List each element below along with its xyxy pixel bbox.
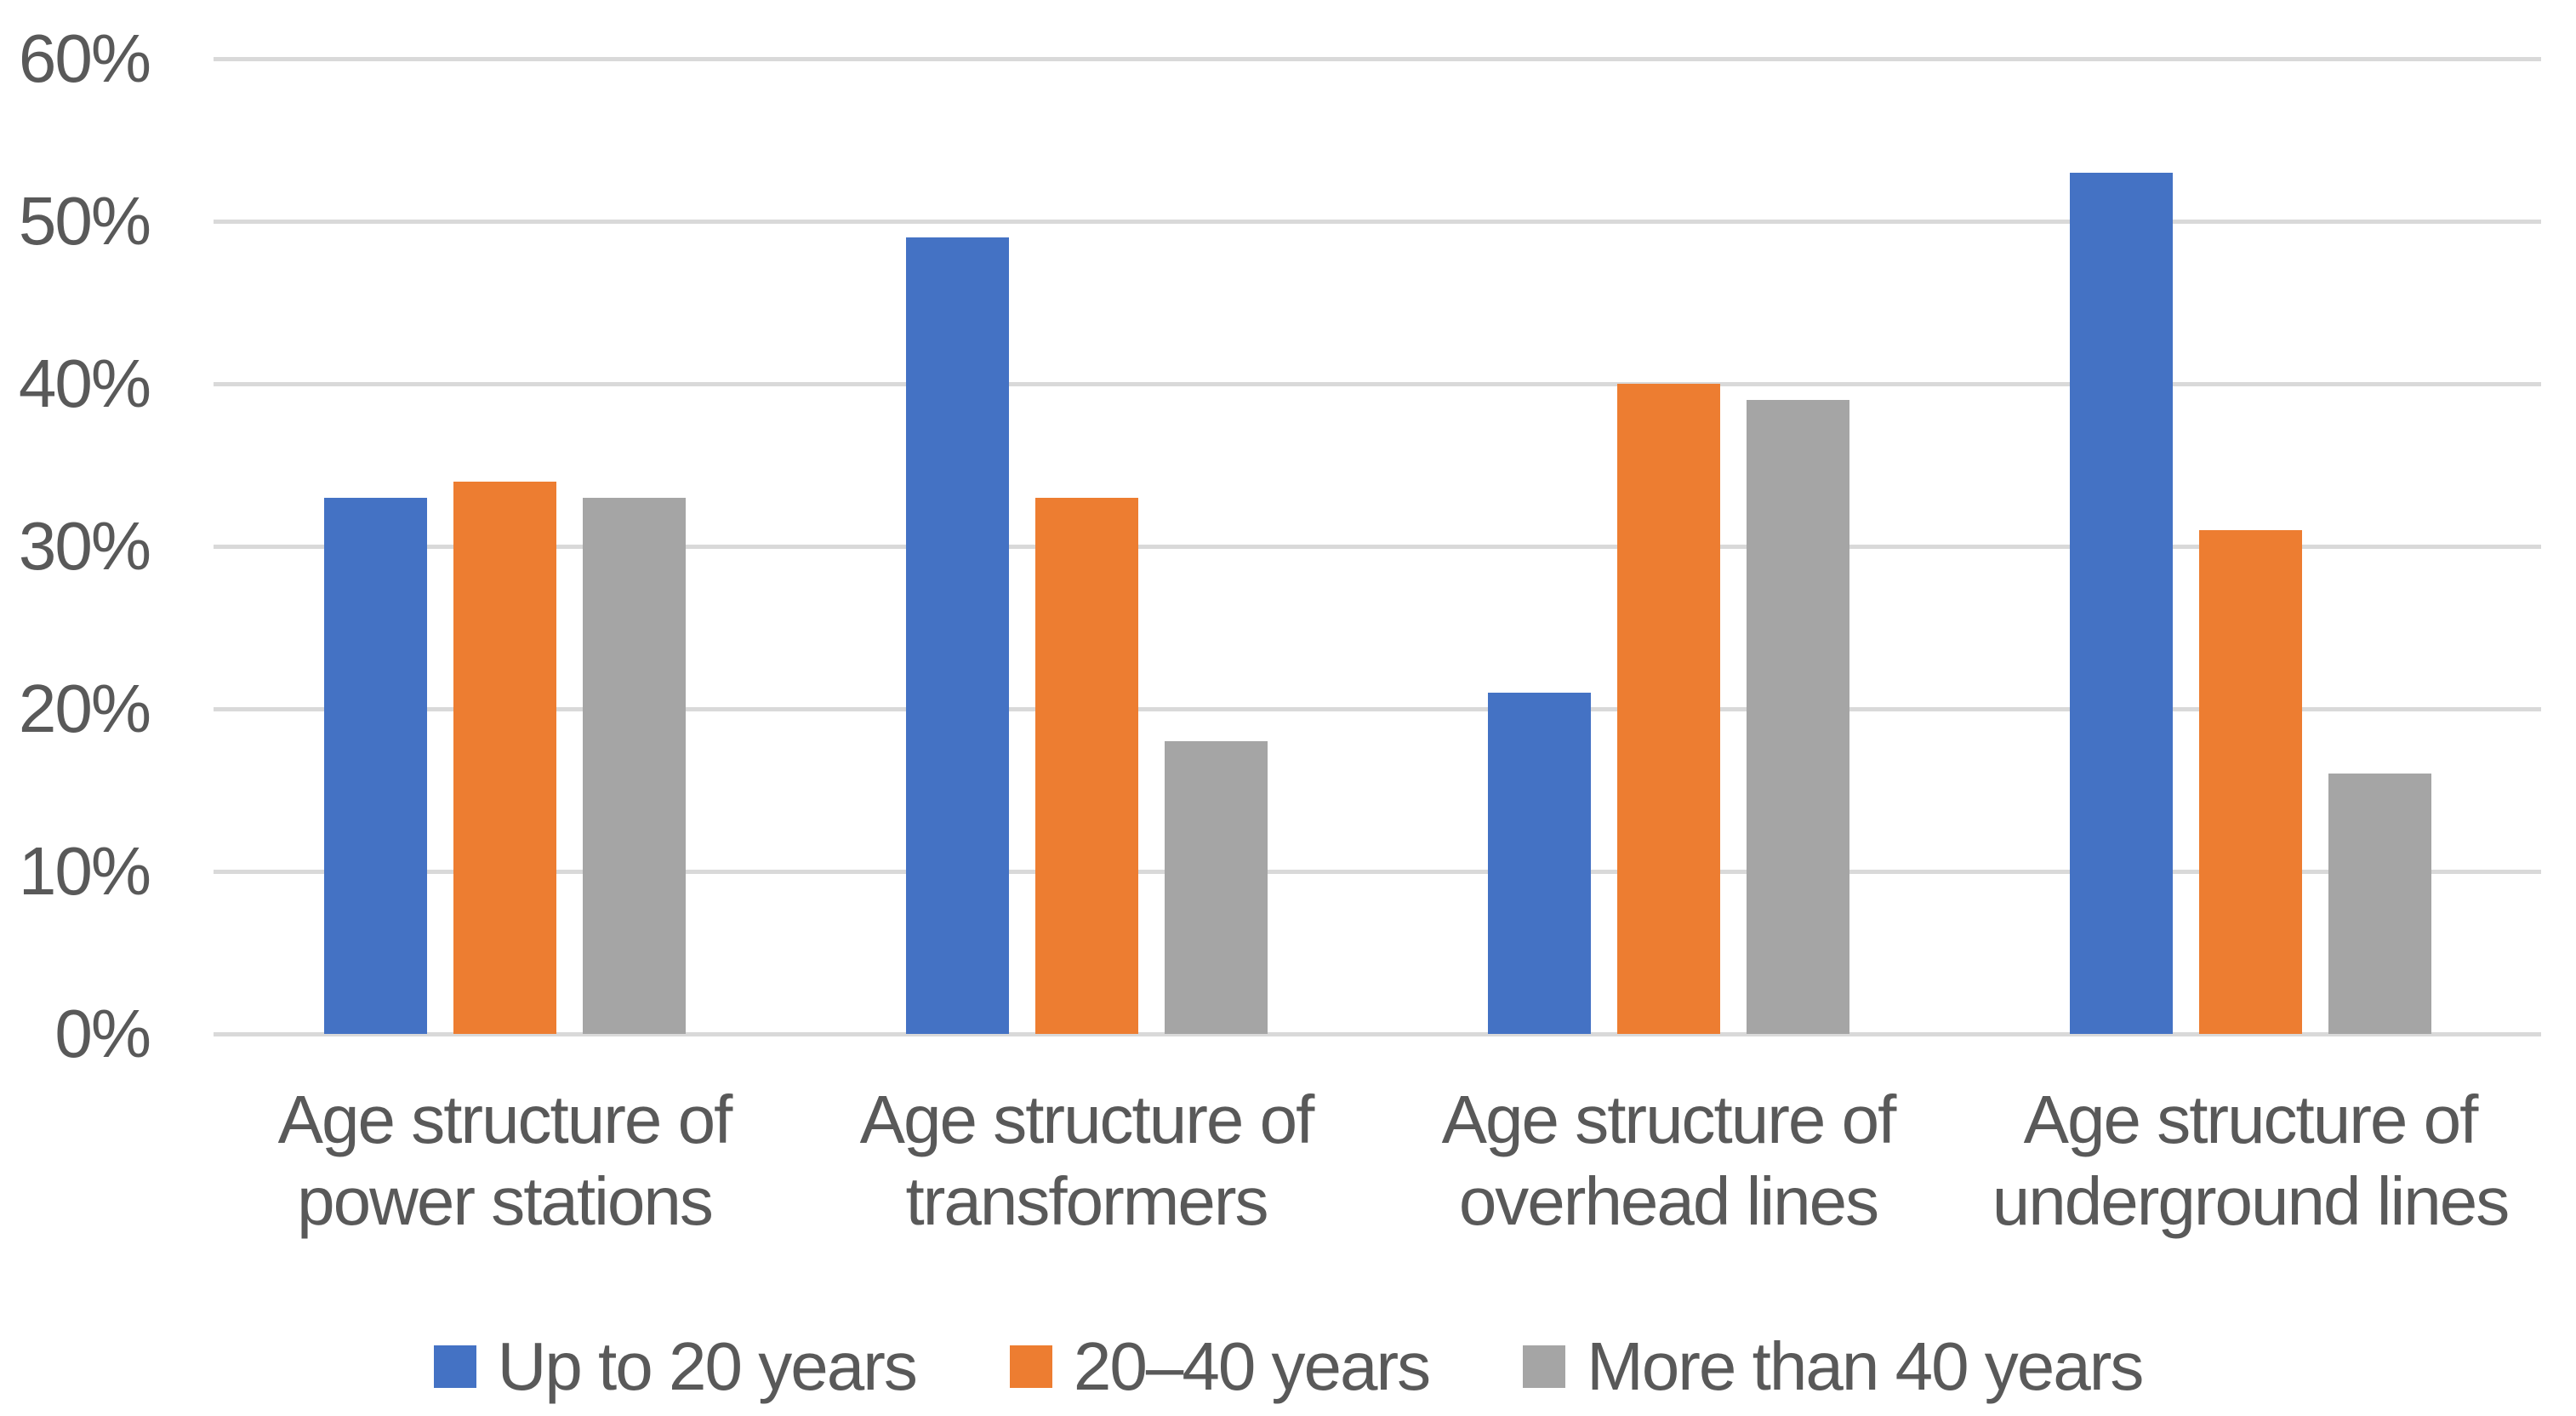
y-axis-tick-label: 60% <box>18 20 151 96</box>
legend-swatch <box>1523 1345 1566 1388</box>
legend-swatch <box>1009 1345 1052 1388</box>
gridline <box>214 57 2541 61</box>
bar <box>453 482 556 1034</box>
bar <box>1165 741 1268 1034</box>
bar <box>2328 774 2431 1034</box>
gridline <box>214 220 2541 224</box>
y-axis-tick-label: 10% <box>18 833 151 909</box>
bar <box>1617 384 1720 1034</box>
category-label: Age structure of underground lines <box>1992 1082 2510 1239</box>
y-axis-tick-label: 0% <box>54 996 151 1071</box>
y-axis-tick-label: 30% <box>18 508 151 584</box>
legend-item: Up to 20 years <box>433 1324 918 1409</box>
gridline <box>214 707 2541 711</box>
bar <box>1035 498 1138 1034</box>
bar <box>1747 400 1849 1034</box>
legend-item: More than 40 years <box>1523 1324 2144 1409</box>
y-axis-tick-label: 50% <box>18 183 151 259</box>
legend: Up to 20 years 20–40 years More than 40 ye… <box>0 1324 2576 1409</box>
bar <box>1488 693 1591 1034</box>
legend-label: Up to 20 years <box>497 1328 918 1404</box>
category-label: Age structure of transformers <box>859 1082 1315 1239</box>
gridline <box>214 1032 2541 1036</box>
gridline <box>214 382 2541 386</box>
category-label: Age structure of power stations <box>277 1082 733 1239</box>
bar <box>583 498 686 1034</box>
category-label: Age structure of overhead lines <box>1441 1082 1897 1239</box>
y-axis-tick-label: 40% <box>18 345 151 421</box>
bar <box>2199 530 2302 1034</box>
legend-item: 20–40 years <box>1009 1324 1431 1409</box>
legend-label: More than 40 years <box>1587 1328 2144 1404</box>
legend-swatch <box>433 1345 476 1388</box>
y-axis-tick-label: 20% <box>18 671 151 746</box>
legend-label: 20–40 years <box>1073 1328 1431 1404</box>
bar <box>324 498 427 1034</box>
bar <box>2070 173 2173 1034</box>
gridline <box>214 545 2541 549</box>
gridline <box>214 870 2541 874</box>
bar <box>906 237 1009 1034</box>
